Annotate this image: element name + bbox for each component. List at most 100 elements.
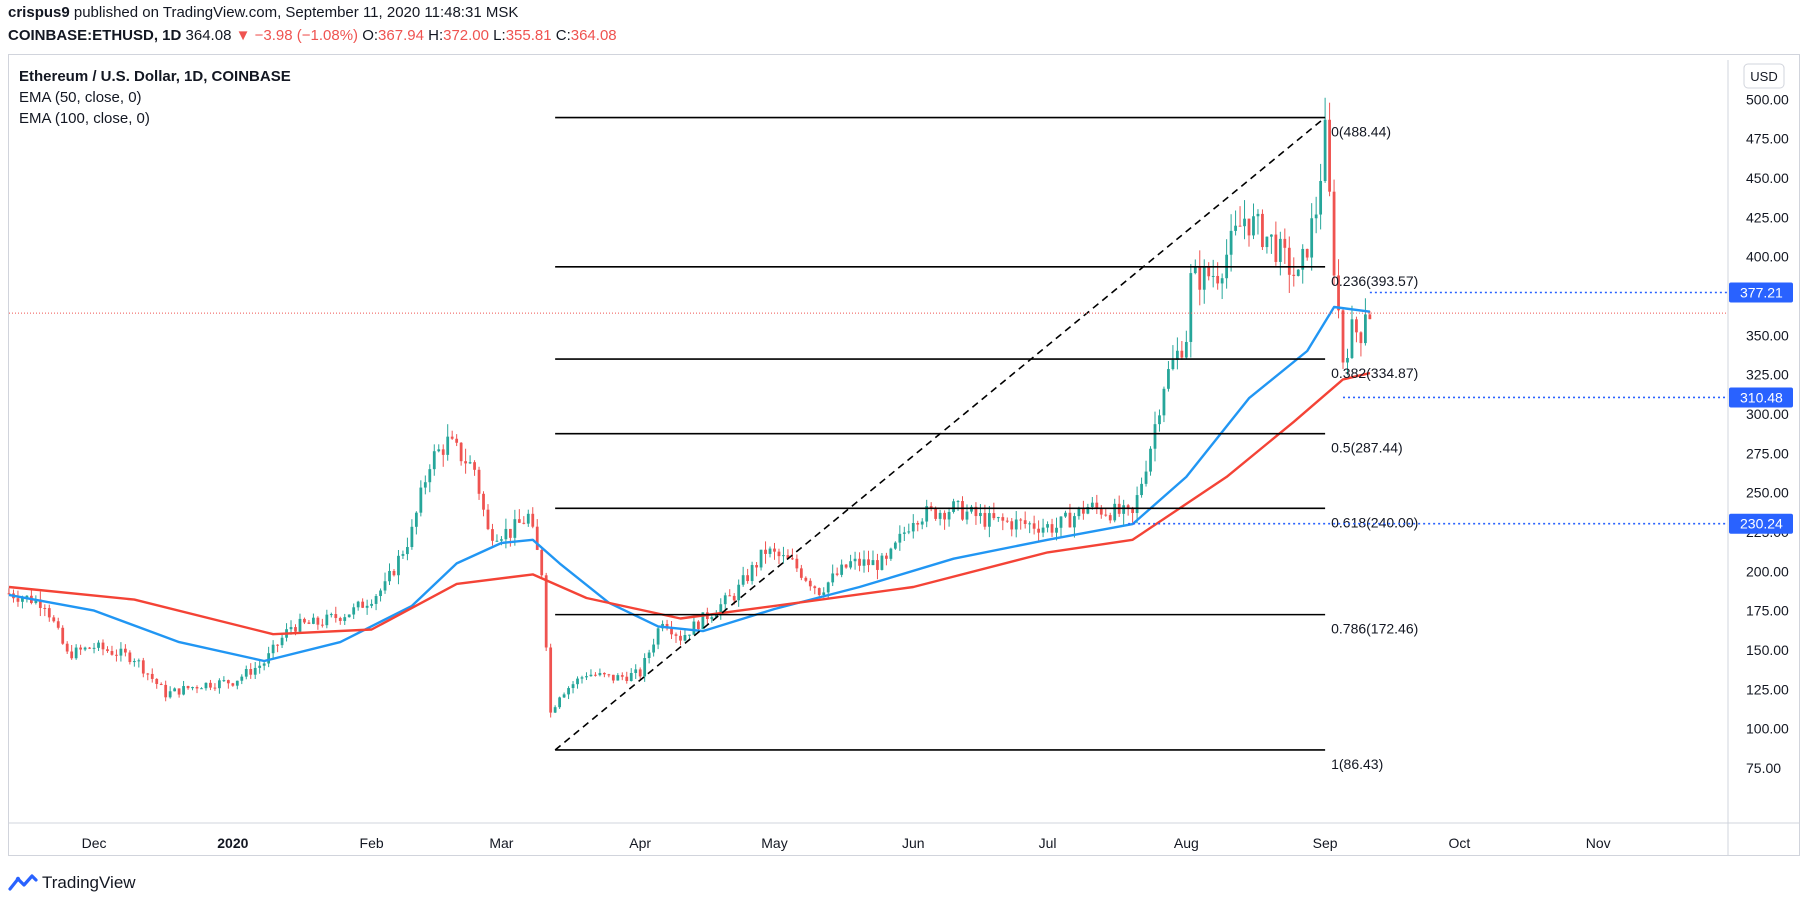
candle-up — [365, 605, 369, 608]
candle-up — [1122, 505, 1126, 514]
candle-down — [38, 599, 42, 608]
candle-down — [1050, 524, 1054, 533]
candle-up — [956, 501, 960, 503]
candle-up — [737, 584, 741, 601]
candle-down — [602, 672, 606, 675]
candle-down — [7, 593, 11, 595]
author-name[interactable]: crispus9 — [8, 4, 70, 21]
candle-up — [853, 558, 857, 562]
y-tick-label: 275.00 — [1746, 445, 1789, 461]
candle-up — [710, 617, 714, 620]
candle-up — [258, 665, 262, 668]
candle-up — [200, 688, 203, 690]
candle-down — [450, 436, 454, 439]
candle-down — [540, 549, 544, 576]
y-tick-label: 500.00 — [1746, 91, 1789, 107]
candle-up — [589, 674, 593, 677]
candle-down — [755, 565, 758, 568]
candle-down — [1019, 519, 1023, 521]
candle-up — [1144, 471, 1148, 484]
candle-up — [1073, 516, 1076, 528]
tradingview-brand[interactable]: TradingView — [8, 872, 136, 894]
candle-down — [835, 573, 839, 575]
candle-down — [115, 654, 118, 656]
candle-down — [231, 683, 235, 686]
candle-down — [1198, 267, 1202, 290]
candle-down — [974, 506, 978, 517]
candle-down — [844, 564, 848, 568]
candle-up — [182, 686, 185, 695]
candle-up — [629, 673, 633, 681]
candle-down — [491, 529, 494, 541]
x-tick-label: Sep — [1313, 835, 1338, 851]
candle-down — [929, 506, 933, 508]
candle-up — [719, 604, 723, 615]
candle-up — [1158, 415, 1161, 425]
candle-down — [804, 577, 808, 581]
candle-up — [428, 469, 432, 483]
candle-down — [392, 570, 396, 576]
x-tick-label: Feb — [360, 835, 384, 851]
candle-down — [1287, 247, 1291, 275]
candle-up — [253, 667, 257, 675]
candle-up — [979, 512, 982, 517]
candle-up — [1167, 369, 1170, 389]
candle-down — [961, 501, 964, 520]
candle-up — [271, 644, 275, 654]
open-value: 367.94 — [378, 27, 424, 44]
currency-button-label[interactable]: USD — [1750, 69, 1777, 84]
open-label: O: — [362, 27, 379, 44]
candle-up — [1059, 516, 1063, 528]
candle-down — [106, 649, 109, 652]
candle-up — [1256, 213, 1260, 217]
candle-up — [267, 653, 271, 664]
candle-down — [508, 528, 512, 538]
candle-down — [732, 595, 736, 601]
candle-down — [1005, 520, 1009, 522]
legend-series-title[interactable]: Ethereum / U.S. Dollar, 1D, COINBASE — [19, 68, 291, 85]
candle-up — [423, 482, 427, 488]
y-tick-label: 350.00 — [1746, 327, 1789, 343]
candle-down — [1104, 514, 1108, 516]
candle-up — [750, 565, 754, 582]
candle-down — [1095, 502, 1099, 508]
candle-down — [777, 551, 781, 557]
candle-up — [1055, 527, 1058, 533]
candle-down — [334, 614, 338, 619]
candle-down — [141, 660, 145, 674]
candle-up — [893, 542, 897, 549]
candle-up — [567, 688, 570, 695]
candle-down — [1341, 310, 1345, 363]
candle-up — [1171, 359, 1175, 370]
candle-down — [486, 509, 490, 530]
price-marker-badge — [1729, 513, 1793, 534]
candle-up — [437, 449, 441, 452]
candle-up — [1086, 507, 1090, 514]
candle-up — [558, 697, 562, 708]
candle-up — [240, 676, 244, 681]
candle-down — [1126, 505, 1130, 508]
candle-up — [1346, 357, 1349, 363]
candle-up — [849, 561, 852, 568]
low-value: 355.81 — [505, 27, 552, 44]
candle-up — [643, 657, 647, 677]
candle-up — [862, 559, 866, 566]
candle-up — [634, 669, 638, 674]
candle-up — [137, 660, 141, 662]
candle-up — [526, 513, 530, 524]
candle-down — [249, 669, 253, 675]
legend-ema50[interactable]: EMA (50, close, 0) — [19, 89, 142, 106]
candle-down — [155, 678, 159, 684]
candle-up — [1229, 230, 1233, 255]
y-tick-label: 150.00 — [1746, 642, 1789, 658]
candle-up — [1184, 341, 1188, 358]
candle-down — [867, 559, 870, 566]
high-label: H: — [428, 27, 444, 44]
candle-down — [799, 568, 803, 578]
candle-down — [338, 618, 342, 621]
candle-down — [858, 558, 861, 566]
legend-ema100[interactable]: EMA (100, close, 0) — [19, 110, 150, 127]
candle-up — [688, 634, 691, 636]
candle-up — [920, 521, 924, 525]
